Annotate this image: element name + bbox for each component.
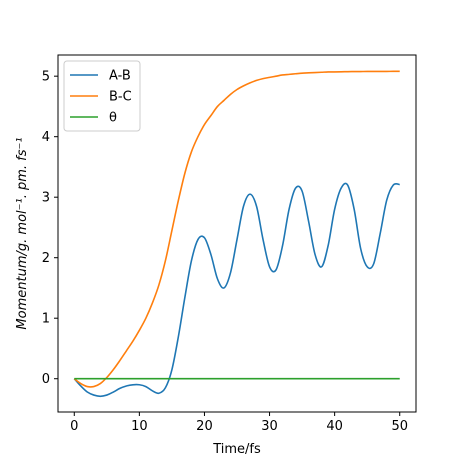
y-tick-label: 0 (42, 372, 50, 387)
y-tick-label: 1 (42, 312, 50, 327)
series-line-0 (73, 182, 400, 398)
y-tick-label: 5 (42, 70, 50, 85)
plot-frame (57, 54, 417, 413)
x-tick-label: 40 (326, 419, 343, 434)
x-tick-label: 50 (391, 419, 408, 434)
y-tick-label: 4 (42, 130, 50, 145)
y-axis-ticks: 0 1 2 3 4 5 (42, 70, 58, 387)
legend-box (63, 60, 141, 132)
legend-label: θ (109, 111, 117, 126)
x-tick-label: 10 (131, 419, 148, 434)
legend: A-B B-C θ (63, 60, 141, 132)
y-axis-label: Momentum/g. mol⁻¹. pm. fs⁻¹ (15, 137, 30, 329)
x-tick-label: 30 (261, 419, 278, 434)
y-tick-label: 2 (42, 251, 50, 266)
x-tick-label: 20 (196, 419, 213, 434)
plot-lines (73, 70, 400, 398)
series-line-1 (73, 70, 400, 388)
x-tick-label: 0 (70, 419, 78, 434)
x-axis-label: Time/fs (212, 442, 261, 457)
y-tick-label: 3 (42, 191, 50, 206)
x-axis-ticks: 0 10 20 30 40 50 (70, 412, 408, 434)
legend-label: A-B (109, 69, 131, 84)
legend-label: B-C (109, 90, 132, 105)
